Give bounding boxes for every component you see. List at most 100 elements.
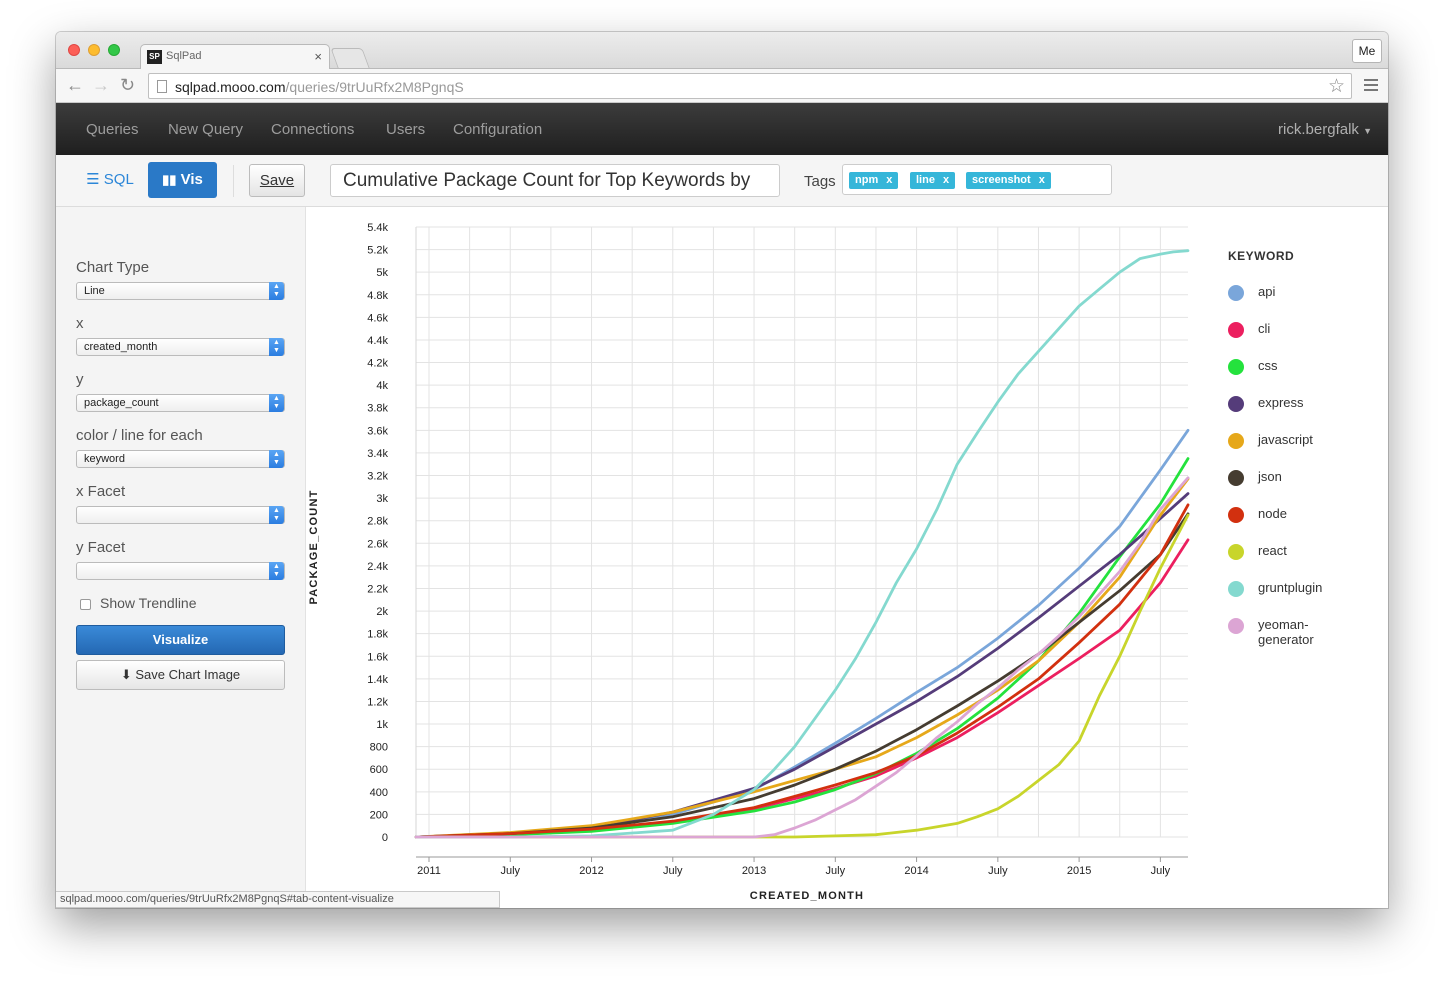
x-tick-label: 2011 bbox=[417, 865, 441, 877]
back-arrow-icon[interactable]: ← bbox=[66, 75, 84, 95]
chart-type-label: Chart Type bbox=[76, 259, 150, 276]
browser-window: SP SqlPad × Me ← → ↻ sqlpad.mooo.com/que… bbox=[56, 32, 1388, 908]
tab-vis-label: Vis bbox=[180, 171, 203, 188]
nav-configuration[interactable]: Configuration bbox=[453, 121, 543, 138]
visualize-button[interactable]: Visualize bbox=[76, 625, 285, 655]
tab-sql[interactable]: ☰ SQL bbox=[78, 162, 142, 198]
legend-swatch bbox=[1228, 322, 1244, 338]
y-tick-label: 2.8k bbox=[367, 516, 388, 528]
download-icon: ⬇ bbox=[120, 667, 132, 682]
tag-line: line x bbox=[910, 172, 956, 189]
y-tick-label: 2.2k bbox=[367, 583, 388, 595]
tab-close-icon[interactable]: × bbox=[314, 49, 322, 64]
url-host: sqlpad.mooo.com bbox=[175, 79, 286, 95]
save-chart-image-label: Save Chart Image bbox=[135, 667, 241, 682]
series-line-cli bbox=[414, 538, 1190, 839]
browser-tab-sqlpad[interactable]: SP SqlPad × bbox=[140, 44, 330, 70]
legend-swatch bbox=[1228, 285, 1244, 301]
save-button[interactable]: Save bbox=[249, 164, 305, 197]
legend-label: json bbox=[1258, 469, 1282, 484]
y-tick-label: 3k bbox=[376, 493, 388, 505]
tag-remove-icon[interactable]: x bbox=[886, 174, 893, 186]
x-tick-label: 2014 bbox=[904, 865, 928, 877]
nav-queries[interactable]: Queries bbox=[86, 121, 139, 138]
legend-swatch bbox=[1228, 470, 1244, 486]
legend-swatch bbox=[1228, 544, 1244, 560]
tag-npm-label: npm bbox=[855, 174, 879, 186]
x-value: created_month bbox=[84, 341, 158, 353]
forward-arrow-icon[interactable]: → bbox=[92, 75, 110, 95]
user-menu[interactable]: rick.bergfalk ▼ bbox=[1278, 121, 1372, 138]
series-line-express bbox=[414, 492, 1190, 839]
y-tick-label: 1k bbox=[376, 719, 388, 731]
trendline-checkbox[interactable] bbox=[80, 599, 91, 610]
y-tick-label: 1.2k bbox=[367, 696, 388, 708]
y-tick-label: 3.4k bbox=[367, 448, 388, 460]
url-path: /queries/9trUuRfx2M8PgnqS bbox=[285, 79, 464, 95]
minimize-window-button[interactable] bbox=[88, 44, 100, 56]
tags-input[interactable]: npm x line x screenshot x bbox=[842, 164, 1112, 195]
close-window-button[interactable] bbox=[68, 44, 80, 56]
nav-users[interactable]: Users bbox=[386, 121, 426, 138]
y-tick-label: 3.2k bbox=[367, 471, 388, 483]
x-axis-title: CREATED_MONTH bbox=[750, 890, 864, 902]
y-axis-title: PACKAGE_COUNT bbox=[308, 489, 320, 604]
color-select[interactable]: keyword ▲ ▼ bbox=[76, 450, 285, 468]
series-line-javascript bbox=[414, 477, 1190, 839]
bookmark-star-icon[interactable]: ☆ bbox=[1327, 76, 1345, 97]
y-facet-select[interactable]: ▲ ▼ bbox=[76, 562, 285, 580]
new-tab-button[interactable] bbox=[330, 48, 370, 68]
y-tick-label: 4.6k bbox=[367, 312, 388, 324]
chart-type-select[interactable]: Line ▲ ▼ bbox=[76, 282, 285, 300]
page-icon bbox=[157, 80, 167, 93]
nav-new-query[interactable]: New Query bbox=[168, 121, 244, 138]
nav-connections[interactable]: Connections bbox=[271, 121, 355, 138]
reload-icon[interactable]: ↻ bbox=[120, 75, 136, 95]
browser-menu-icon[interactable] bbox=[1364, 79, 1378, 91]
series-line-node bbox=[414, 503, 1190, 839]
tab-title: SqlPad bbox=[166, 50, 202, 62]
tag-screenshot: screenshot x bbox=[966, 172, 1051, 189]
legend-swatch bbox=[1228, 396, 1244, 412]
x-facet-select[interactable]: ▲ ▼ bbox=[76, 506, 285, 524]
select-arrows-icon: ▲ ▼ bbox=[269, 282, 284, 300]
x-select[interactable]: created_month ▲ ▼ bbox=[76, 338, 285, 356]
select-arrows-icon: ▲ ▼ bbox=[269, 338, 284, 356]
tag-screenshot-label: screenshot bbox=[972, 174, 1031, 186]
y-tick-label: 1.8k bbox=[367, 629, 388, 641]
url-field[interactable]: sqlpad.mooo.com/queries/9trUuRfx2M8PgnqS… bbox=[148, 73, 1352, 99]
series-line-react bbox=[414, 513, 1190, 839]
save-chart-image-button[interactable]: ⬇ Save Chart Image bbox=[76, 660, 285, 690]
query-title-input[interactable]: Cumulative Package Count for Top Keyword… bbox=[330, 164, 780, 197]
x-tick-label: 2012 bbox=[579, 865, 603, 877]
x-tick-label: July bbox=[826, 865, 846, 877]
y-tick-label: 3.8k bbox=[367, 403, 388, 415]
color-label: color / line for each bbox=[76, 427, 203, 444]
x-tick-label: July bbox=[500, 865, 520, 877]
y-tick-label: 800 bbox=[370, 742, 388, 754]
legend-label: gruntplugin bbox=[1258, 580, 1323, 595]
y-select[interactable]: package_count ▲ ▼ bbox=[76, 394, 285, 412]
legend-swatch bbox=[1228, 433, 1244, 449]
legend-label: node bbox=[1258, 506, 1287, 521]
select-arrows-icon: ▲ ▼ bbox=[269, 450, 284, 468]
tab-vis[interactable]: ▮▮ Vis bbox=[148, 162, 217, 198]
zoom-window-button[interactable] bbox=[108, 44, 120, 56]
tag-remove-icon[interactable]: x bbox=[942, 174, 950, 186]
line-chart: 0 200 400 600 800 1k 1.2k 1.4k 1.6k 1.8k 2k 2.2k 2.4… bbox=[308, 222, 1190, 902]
profile-button[interactable]: Me bbox=[1352, 39, 1382, 63]
y-tick-label: 600 bbox=[370, 764, 388, 776]
legend-label: javascript bbox=[1258, 432, 1313, 447]
y-tick-label: 200 bbox=[370, 809, 388, 821]
x-tick-label: 2013 bbox=[742, 865, 766, 877]
tag-remove-icon[interactable]: x bbox=[1038, 174, 1045, 186]
tag-line-label: line bbox=[916, 174, 935, 186]
x-label: x bbox=[76, 315, 84, 332]
legend-label: express bbox=[1258, 395, 1304, 410]
series-line-yeoman-generator bbox=[414, 476, 1190, 839]
app-navbar: Queries New Query Connections Users Conf… bbox=[56, 103, 1388, 155]
legend-label: css bbox=[1258, 358, 1278, 373]
y-tick-label: 1.6k bbox=[367, 651, 388, 663]
series-line-json bbox=[414, 512, 1190, 839]
address-bar: ← → ↻ sqlpad.mooo.com/queries/9trUuRfx2M… bbox=[56, 69, 1388, 103]
